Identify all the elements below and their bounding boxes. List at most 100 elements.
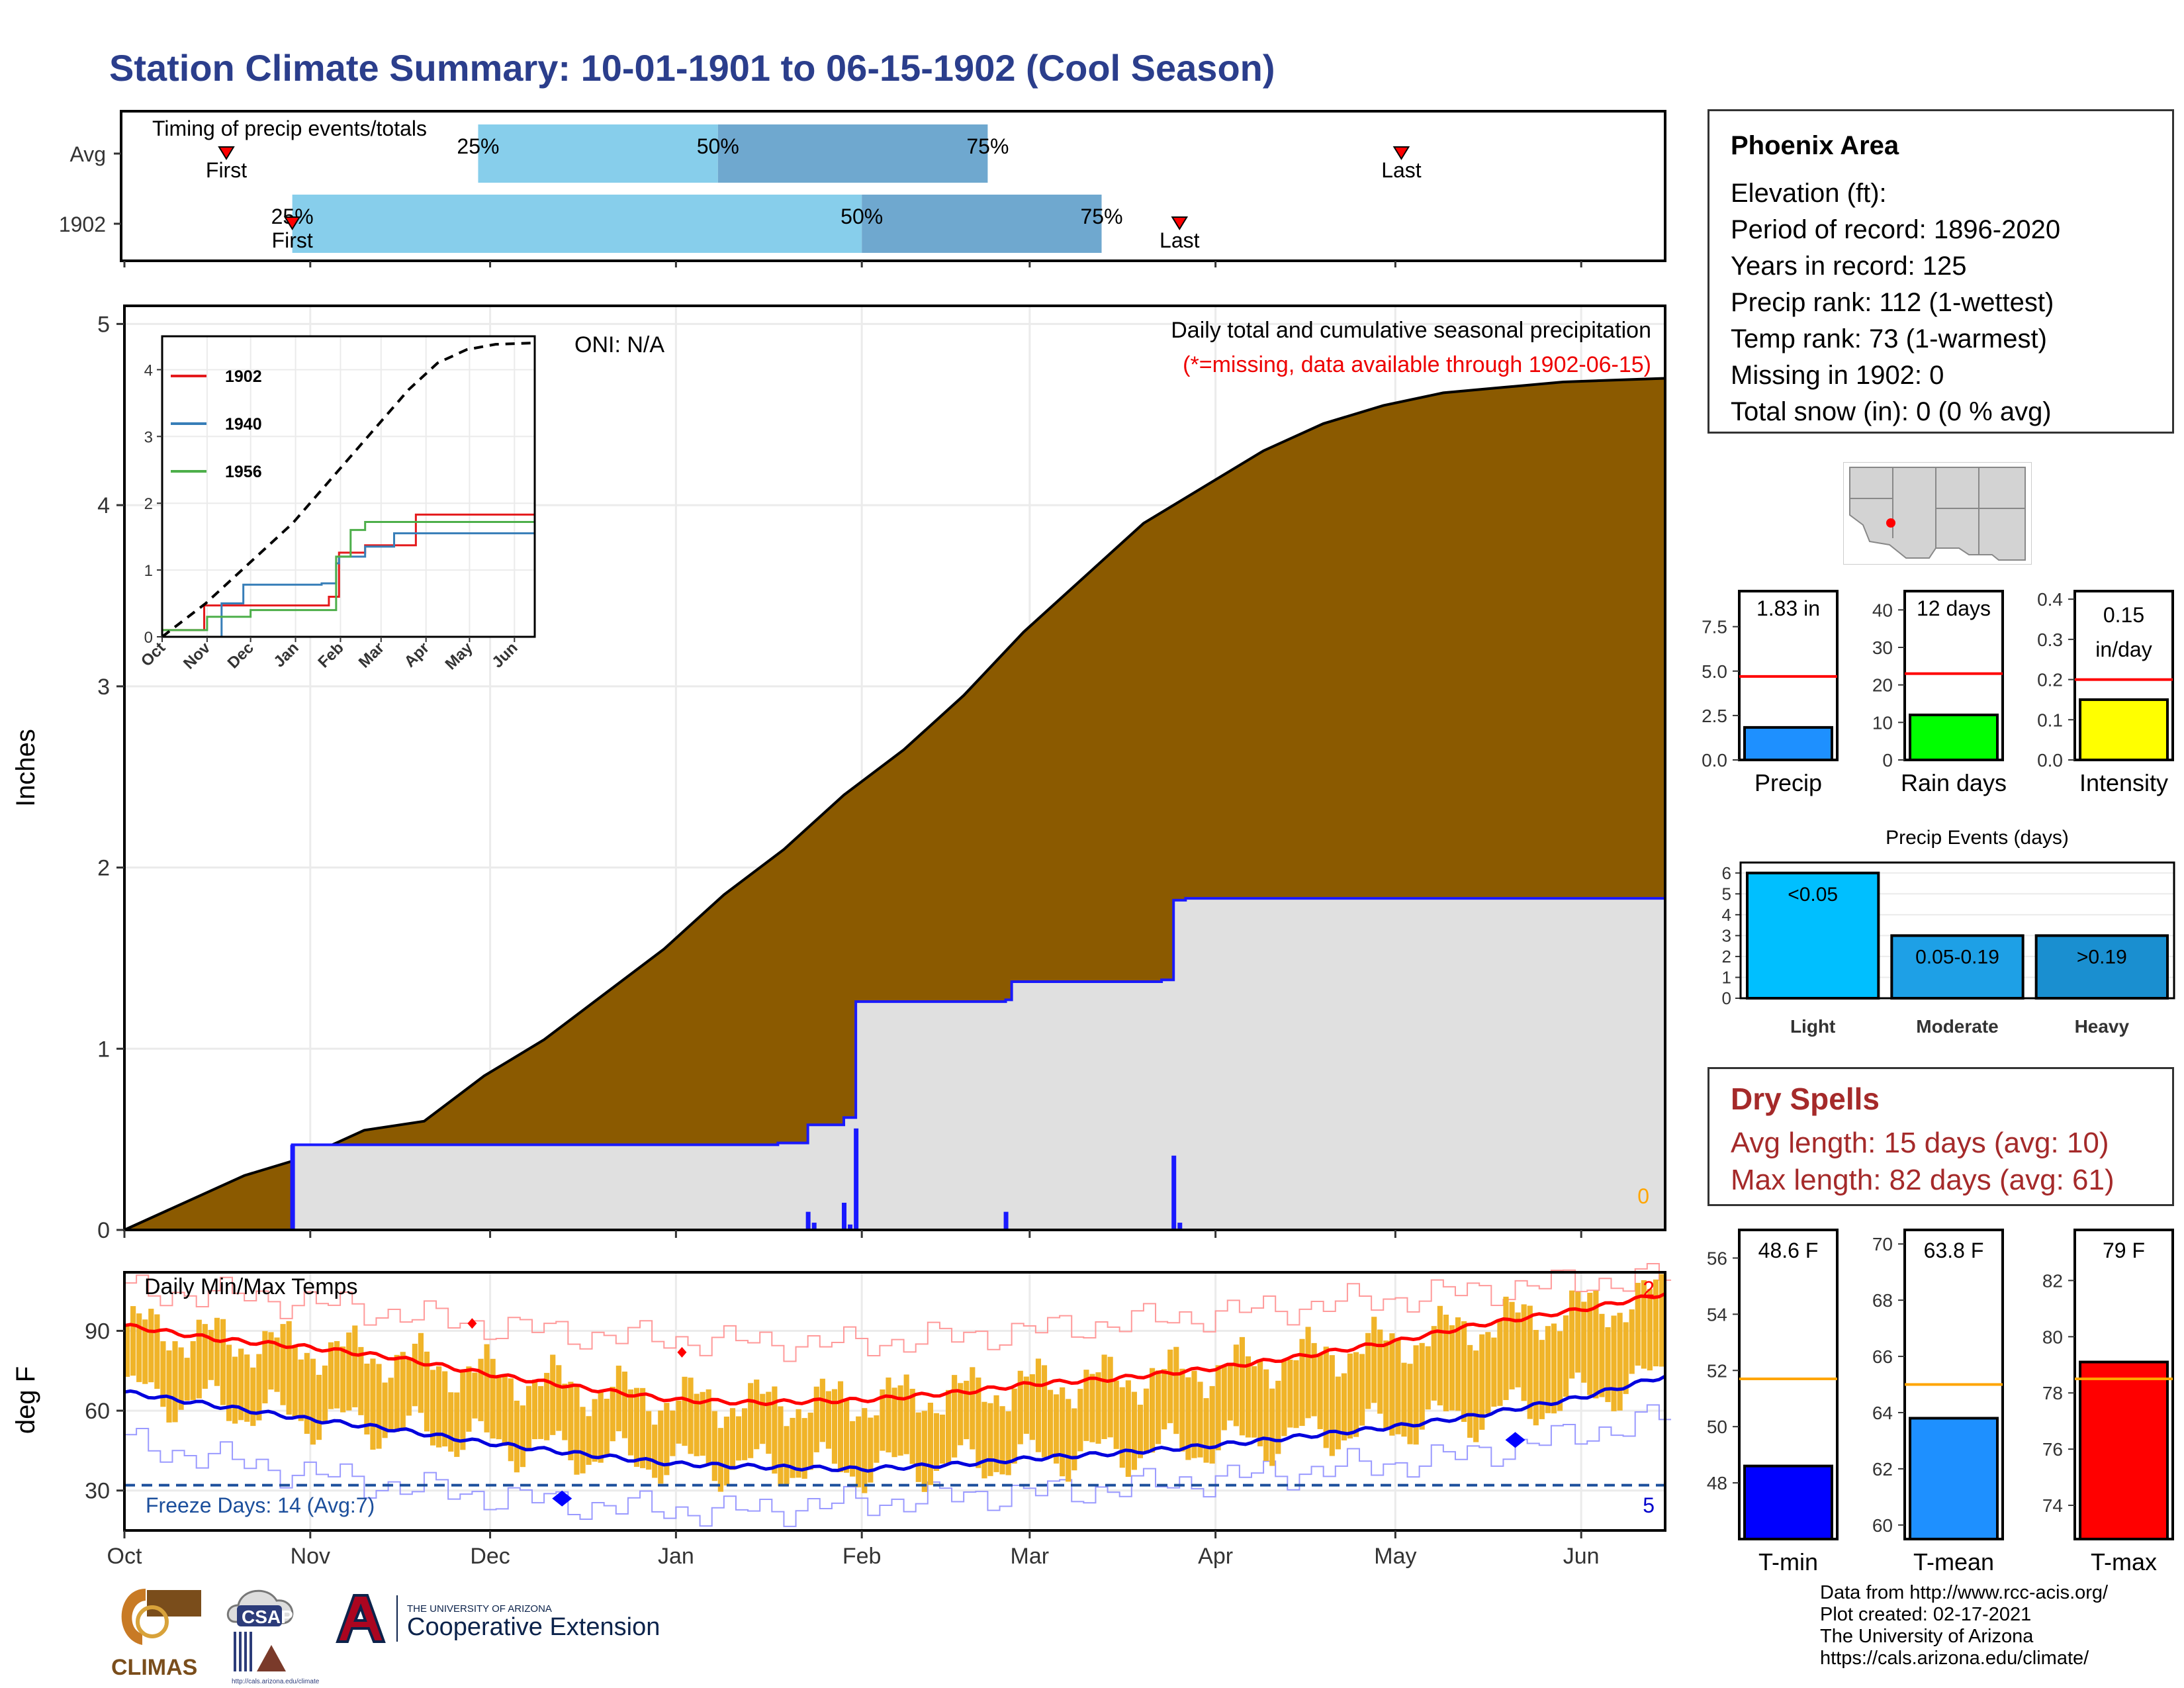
daily-temp-bar xyxy=(184,1358,190,1401)
daily-temp-bar xyxy=(1017,1370,1023,1444)
precip-events-y-tick-label: 1 xyxy=(1722,967,1731,987)
daily-temp-bar xyxy=(1011,1388,1017,1464)
daily-temp-bar xyxy=(346,1332,352,1411)
daily-temp-bar xyxy=(544,1372,550,1440)
timing-row-label: Avg xyxy=(69,142,106,166)
daily-temp-bar xyxy=(1005,1411,1011,1476)
daily-temp-bar xyxy=(208,1329,214,1380)
daily-temp-bar xyxy=(286,1321,292,1415)
daily-temp-bar xyxy=(1377,1329,1383,1414)
daily-temp-bar xyxy=(598,1391,604,1463)
csap-text: CSAP xyxy=(242,1607,293,1627)
daily-temp-bar xyxy=(945,1389,952,1464)
daily-temp-bar xyxy=(970,1367,976,1450)
timing-last-label: Last xyxy=(1160,228,1200,252)
inset-series-avg xyxy=(161,342,535,638)
station-precip-rank: Precip rank: 112 (1-wettest) xyxy=(1731,288,2054,317)
daily-temp-bar xyxy=(1101,1354,1107,1439)
daily-temp-bar xyxy=(430,1370,436,1446)
precip-y-tick-label: 3 xyxy=(97,675,110,700)
daily-temp-bar xyxy=(1095,1372,1101,1444)
temp-y-tick-label: 30 xyxy=(85,1479,110,1504)
climas-logo: CLIMAS xyxy=(111,1589,201,1680)
daily-temp-bar xyxy=(250,1367,256,1427)
temp-frame xyxy=(123,1271,1666,1532)
daily-temp-bar xyxy=(1587,1292,1593,1395)
daily-temp-bar xyxy=(514,1400,520,1473)
daily-temp-bar xyxy=(856,1416,862,1487)
daily-temp-bar xyxy=(436,1366,442,1448)
daily-temp-bar xyxy=(1605,1327,1611,1403)
tmean-compare-y-tick-label: 70 xyxy=(1872,1234,1893,1254)
timing-q25-label: 25% xyxy=(457,134,499,158)
daily-temp-bar xyxy=(166,1350,172,1423)
inset-legend-label: 1940 xyxy=(225,415,262,434)
daily-temp-bar xyxy=(1659,1274,1665,1367)
daily-temp-bar xyxy=(801,1418,807,1479)
tmean-compare-y-tick-label: 62 xyxy=(1872,1459,1893,1479)
timing-last-marker xyxy=(1171,216,1189,230)
daily-temp-bar xyxy=(1419,1342,1425,1430)
daily-temp-bar xyxy=(1569,1290,1575,1379)
daily-temp-bar xyxy=(1185,1377,1191,1460)
daily-temp-bar xyxy=(1395,1340,1401,1434)
daily-temp-bar xyxy=(424,1351,430,1432)
footer-line: https://cals.arizona.edu/climate/ xyxy=(1820,1648,2089,1669)
tmean-compare-value: 63.8 F xyxy=(1924,1239,1984,1262)
daily-temp-bar xyxy=(160,1341,166,1407)
timing-label: Timing of precip events/totals xyxy=(152,117,427,140)
daily-temp-bar xyxy=(1575,1291,1581,1373)
daily-temp-bar xyxy=(142,1319,148,1384)
dry-spells-title: Dry Spells xyxy=(1731,1082,1880,1116)
daily-precip-bar xyxy=(811,1223,817,1230)
intensity-compare-y-tick-label: 0.1 xyxy=(2037,710,2063,730)
daily-temp-bar xyxy=(1131,1391,1137,1470)
daily-temp-bar xyxy=(292,1344,298,1417)
daily-temp-bar xyxy=(172,1341,178,1423)
daily-temp-bar xyxy=(220,1319,226,1405)
timing-last-label: Last xyxy=(1381,158,1422,182)
record-min-line xyxy=(124,1404,1672,1527)
daily-temp-bar xyxy=(1563,1315,1569,1397)
climas-text: CLIMAS xyxy=(111,1655,197,1680)
daily-temp-bar xyxy=(328,1342,334,1409)
timing-last-marker xyxy=(1392,146,1410,160)
daily-temp-bar xyxy=(478,1358,484,1421)
daily-temp-bar xyxy=(735,1416,742,1461)
daily-temp-bar xyxy=(813,1386,819,1452)
daily-temp-bar xyxy=(1221,1366,1227,1430)
daily-temp-bar xyxy=(1029,1374,1035,1440)
daily-temp-bar xyxy=(825,1391,831,1449)
logos: CLIMAS CSAP http://cals.arizona.edu/clim… xyxy=(111,1589,660,1685)
daily-temp-bar xyxy=(717,1428,723,1492)
daily-temp-bar xyxy=(525,1385,532,1451)
daily-temp-bar xyxy=(562,1383,568,1440)
raindays-compare-y-tick-label: 10 xyxy=(1872,712,1893,733)
daily-temp-bar xyxy=(238,1348,244,1421)
daily-temp-bar xyxy=(1083,1370,1089,1441)
raindays-compare-bar xyxy=(1909,714,1999,761)
daily-temp-bar xyxy=(1503,1296,1509,1401)
daily-temp-bar xyxy=(1287,1360,1293,1428)
daily-temp-bar xyxy=(400,1352,406,1429)
daily-temp-bar xyxy=(304,1352,310,1434)
daily-temp-bar xyxy=(1035,1358,1042,1452)
daily-temp-bar xyxy=(700,1391,705,1456)
dry-spells-avg: Avg length: 15 days (avg: 10) xyxy=(1731,1127,2109,1159)
daily-temp-bar xyxy=(927,1403,933,1485)
daily-temp-bar xyxy=(621,1372,627,1438)
temp-chart-title: Daily Min/Max Temps xyxy=(144,1274,357,1299)
timing-row-label: 1902 xyxy=(59,212,106,236)
tmin-compare-y-tick-label: 52 xyxy=(1707,1360,1727,1381)
precip-events-y-tick-label: 0 xyxy=(1722,988,1731,1008)
timing-first-marker xyxy=(283,216,301,230)
tmin-compare-y-tick-label: 48 xyxy=(1707,1473,1727,1493)
daily-temp-bar xyxy=(1413,1345,1419,1445)
daily-temp-bar xyxy=(370,1358,376,1450)
tmin-compare-label: T-min xyxy=(1758,1548,1818,1575)
daily-temp-bar xyxy=(1635,1282,1641,1366)
precip-compare-value: 1.83 in xyxy=(1756,596,1820,620)
record-high-marker xyxy=(677,1346,687,1358)
daily-temp-bar xyxy=(837,1381,844,1472)
